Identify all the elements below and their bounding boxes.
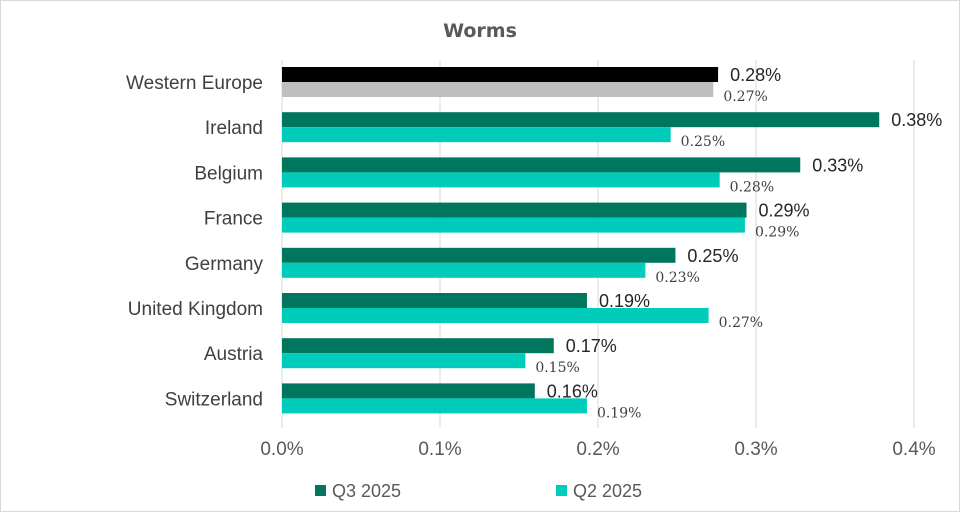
bar-q3 (282, 157, 801, 173)
category-label: United Kingdom (128, 299, 263, 320)
data-label-q2: 0.19% (597, 405, 641, 421)
data-label-q2: 0.27% (723, 89, 767, 105)
x-tick-label: 0.4% (892, 439, 935, 460)
data-label-q2: 0.29% (755, 225, 799, 241)
data-label-q2: 0.28% (730, 179, 774, 195)
bar-q3 (282, 247, 676, 263)
category-label: Switzerland (165, 389, 263, 410)
legend-label: Q2 2025 (573, 481, 642, 501)
legend-label: Q3 2025 (332, 481, 401, 501)
x-tick-label: 0.3% (734, 439, 777, 460)
bar-q3 (282, 383, 535, 399)
bar-q3 (282, 202, 747, 218)
bar-q2 (282, 82, 714, 97)
data-label-q3: 0.16% (547, 381, 598, 401)
data-label-q2: 0.25% (681, 134, 725, 150)
bar-q2 (282, 262, 646, 278)
legend: Q3 2025 Q2 2025 (315, 481, 642, 501)
data-label-q3: 0.28% (730, 65, 781, 85)
data-label-q3: 0.29% (759, 201, 810, 221)
x-tick-label: 0.1% (418, 439, 461, 460)
data-label-q3: 0.25% (687, 246, 738, 266)
bar-q2 (282, 172, 720, 188)
data-label-q3: 0.19% (599, 291, 650, 311)
bar-q2 (282, 308, 709, 323)
data-label-q3: 0.17% (566, 336, 617, 356)
category-label: Austria (204, 344, 264, 365)
bar-q2 (282, 353, 526, 369)
category-label: Belgium (194, 163, 263, 184)
category-label: Ireland (205, 118, 263, 139)
data-label-q2: 0.27% (719, 315, 763, 331)
category-label: Western Europe (126, 73, 263, 94)
bar-q3 (282, 338, 554, 354)
x-tick-labels: 0.0% 0.1% 0.2% 0.3% 0.4% (260, 439, 935, 460)
bar-q3 (282, 293, 587, 308)
bar-q2 (282, 217, 745, 233)
bar-q3 (282, 112, 880, 128)
data-label-q2: 0.15% (535, 360, 579, 376)
chart-title: Worms (443, 20, 517, 42)
legend-swatch (556, 485, 567, 496)
legend-swatch (315, 485, 326, 496)
data-label-q3: 0.33% (812, 155, 863, 175)
data-label-q2: 0.23% (655, 270, 699, 286)
category-labels: Western Europe Ireland Belgium France German… (126, 73, 263, 410)
category-label: France (204, 209, 263, 230)
bar-q3 (282, 67, 719, 82)
category-label: Germany (185, 254, 264, 275)
x-tick-label: 0.2% (576, 439, 619, 460)
data-label-q3: 0.38% (891, 110, 942, 130)
bar-q2 (282, 398, 587, 414)
x-tick-label: 0.0% (260, 439, 303, 460)
bars-group: 0.28% 0.27% 0.38% 0.25% 0.33% 0.28% 0.29% 0.29%… (282, 65, 942, 421)
bar-q2 (282, 127, 671, 143)
